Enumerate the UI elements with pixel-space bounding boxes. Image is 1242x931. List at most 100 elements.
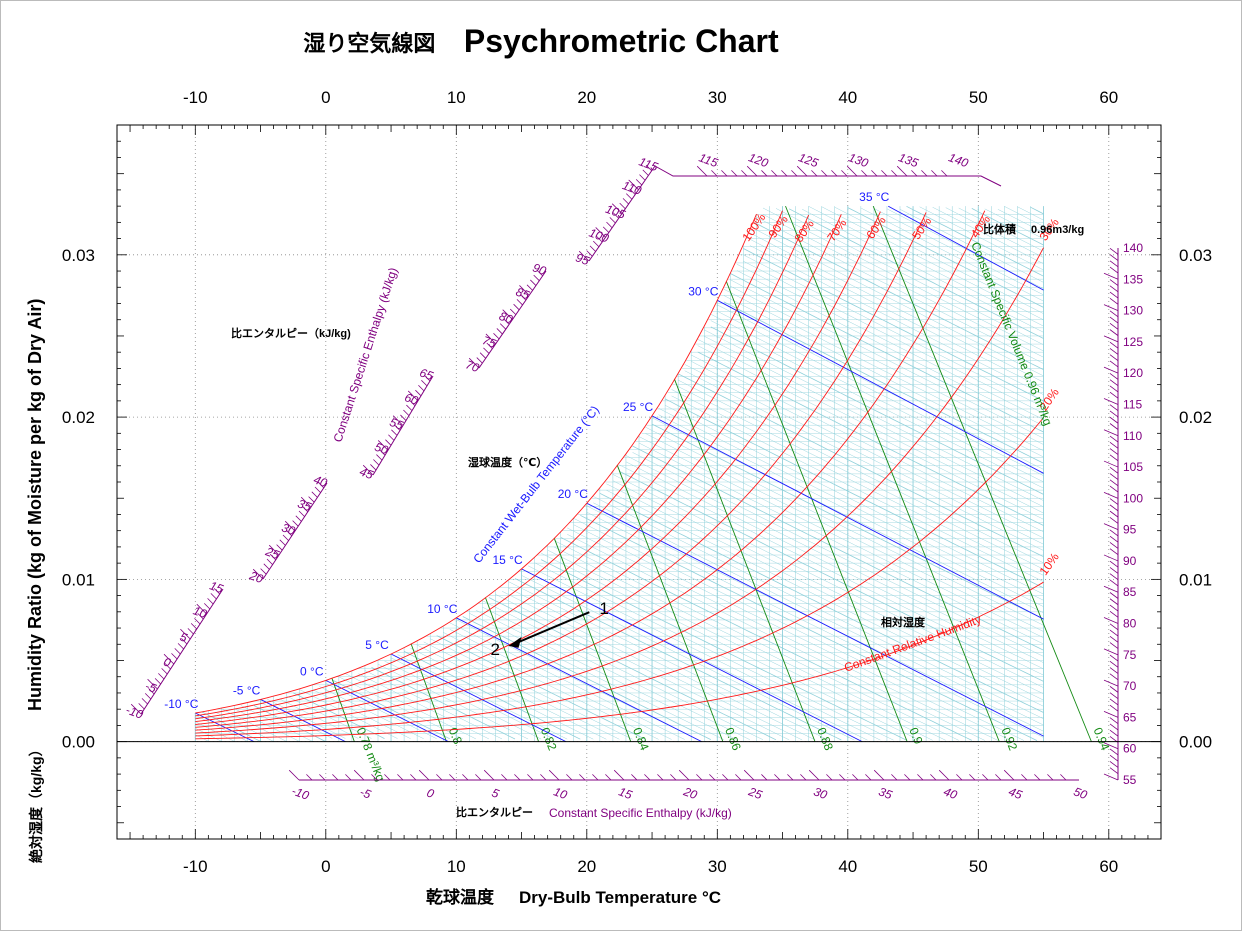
- enthalpy-diag5-tick: [578, 250, 590, 262]
- y-axis-label-jp: 絶対湿度（kg/kg）: [28, 742, 44, 863]
- enthalpy-line: [619, 464, 1044, 676]
- enthalpy-line: [403, 651, 581, 740]
- enthalpy-line: [697, 345, 1044, 520]
- enthalpy-line: [619, 470, 1044, 682]
- enthalpy-diag1-tick: [203, 603, 211, 610]
- enthalpy-line: [743, 254, 1044, 408]
- enthalpy-line: [436, 635, 646, 740]
- wet-bulb-line: [888, 205, 1044, 291]
- enthalpy-top-tick: [731, 170, 738, 177]
- enthalpy-connector: [957, 175, 1002, 187]
- enthalpy-bottom-tick: [808, 769, 820, 781]
- enthalpy-bottom-tick: [501, 774, 508, 781]
- volume-label: 0.9: [906, 726, 925, 747]
- enthalpy-bottom-tick: [319, 774, 326, 781]
- enthalpy-diag5-tick: [611, 203, 623, 214]
- enthalpy-top-tick: [846, 165, 858, 177]
- enthalpy-line: [397, 654, 568, 740]
- y-tick-label-left: 0.02: [62, 408, 95, 427]
- enthalpy-top-tick: [791, 170, 798, 177]
- enthalpy-diag5-tick: [595, 227, 606, 238]
- enthalpy-right-tick: [1103, 773, 1119, 781]
- rh-label-jp: 相対湿度: [881, 615, 926, 629]
- volume-label-jp: 比体積: [983, 222, 1017, 236]
- enthalpy-line: [521, 575, 855, 741]
- enthalpy-right-tick: [1109, 704, 1119, 712]
- enthalpy-diag2-label: 40: [312, 472, 330, 490]
- enthalpy-line: [266, 698, 346, 739]
- enthalpy-top-label: 115: [697, 150, 720, 170]
- enthalpy-diag4-tick: [509, 308, 517, 315]
- enthalpy-right-label: 55: [1123, 773, 1137, 787]
- enthalpy-line: [645, 426, 1044, 626]
- enthalpy-top-tick: [861, 170, 868, 177]
- enthalpy-diag2-label: 35: [296, 496, 314, 514]
- enthalpy-diag4-tick: [493, 333, 500, 340]
- rh-curve: [195, 213, 757, 714]
- enthalpy-right-label: 90: [1123, 554, 1137, 568]
- enthalpy-top-tick: [821, 170, 828, 177]
- enthalpy-line: [717, 304, 1044, 470]
- enthalpy-bottom-tick: [384, 774, 391, 781]
- enthalpy-right-tick: [1109, 573, 1119, 581]
- enthalpy-diag4-tick: [468, 357, 480, 369]
- point-2-label: 2: [491, 640, 500, 659]
- enthalpy-bottom-tick: [722, 774, 729, 781]
- enthalpy-diag5-tick: [589, 245, 596, 252]
- enthalpy-diag1-tick: [158, 673, 165, 680]
- enthalpy-diag4-label: 85: [514, 285, 532, 303]
- enthalpy-line: [599, 492, 1044, 713]
- enthalpy-top-tick: [771, 170, 778, 177]
- enthalpy-diag1-tick: [138, 703, 145, 710]
- enthalpy-connector: [654, 165, 707, 177]
- enthalpy-line: [638, 442, 1044, 645]
- enthalpy-right-tick: [1103, 398, 1119, 405]
- enthalpy-right-tick: [1109, 466, 1119, 474]
- points-layer: 12: [491, 599, 609, 659]
- enthalpy-line: [743, 261, 1044, 414]
- enthalpy-right-label: 70: [1123, 679, 1137, 693]
- enthalpy-right-tick: [1109, 323, 1119, 330]
- enthalpy-diag2-label: 25: [263, 544, 282, 562]
- enthalpy-diag5-tick: [612, 212, 619, 219]
- rh-curve: [195, 211, 881, 725]
- rh-curve: [195, 214, 842, 723]
- enthalpy-line: [684, 370, 1044, 551]
- enthalpy-line: [736, 270, 1044, 427]
- enthalpy-line: [560, 537, 972, 741]
- enthalpy-bottom-tick: [540, 774, 547, 781]
- enthalpy-line: [756, 217, 1044, 364]
- enthalpy-line: [632, 452, 1044, 657]
- enthalpy-bottom-tick: [475, 774, 482, 781]
- enthalpy-diag2-label: 30: [280, 520, 298, 538]
- enthalpy-line: [501, 590, 803, 741]
- enthalpy-right-label: 65: [1123, 710, 1137, 724]
- enthalpy-bottom-tick: [613, 769, 625, 781]
- enthalpy-right-tick: [1109, 454, 1119, 462]
- enthalpy-line: [580, 514, 1038, 741]
- enthalpy-diag4-tick: [476, 357, 483, 364]
- enthalpy-line: [260, 702, 333, 739]
- rh-curve: [195, 210, 986, 731]
- enthalpy-right-tick: [1109, 279, 1119, 286]
- enthalpy-diag1-tick: [190, 623, 198, 630]
- enthalpy-bottom-label: 50: [1072, 784, 1090, 802]
- enthalpy-right-tick: [1109, 310, 1119, 318]
- enthalpy-line: [593, 502, 1044, 726]
- rh-curve: [195, 581, 1044, 740]
- enthalpy-line: [482, 606, 750, 740]
- enthalpy-bottom-tick: [436, 774, 443, 781]
- enthalpy-line: [671, 389, 1044, 576]
- enthalpy-line: [593, 496, 1044, 720]
- enthalpy-bottom-tick: [982, 774, 989, 781]
- enthalpy-diag5-tick: [639, 174, 646, 181]
- enthalpy-right-tick: [1103, 648, 1119, 656]
- enthalpy-right-tick: [1109, 354, 1119, 361]
- enthalpy-line: [801, 209, 1044, 333]
- enthalpy-diag2-label: 20: [247, 568, 266, 586]
- enthalpy-line: [469, 613, 724, 740]
- enthalpy-right-tick: [1103, 335, 1119, 343]
- enthalpy-bottom-jp: 比エンタルピー: [456, 805, 533, 819]
- rh-curve: [195, 214, 810, 720]
